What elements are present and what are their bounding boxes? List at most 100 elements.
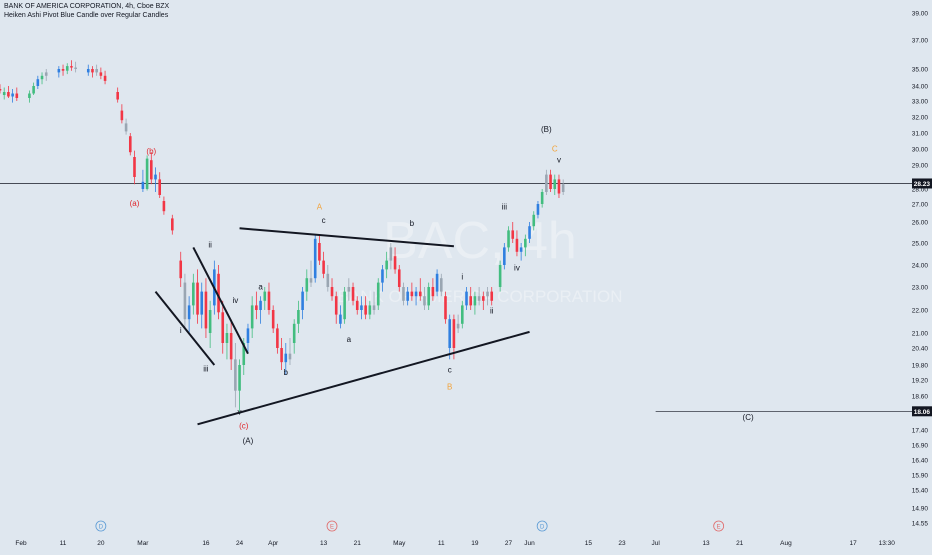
y-tick-label: 19.80 <box>912 363 929 370</box>
y-tick-label: 18.60 <box>912 394 929 401</box>
y-tick-label: 34.00 <box>912 84 929 91</box>
candle-body <box>234 359 237 391</box>
candle-body <box>490 291 494 301</box>
x-tick-label: Jul <box>651 540 660 547</box>
candle-body <box>456 323 460 329</box>
candle-body <box>461 305 464 324</box>
y-tick-label: 15.40 <box>912 488 929 495</box>
candle-body <box>545 174 548 192</box>
wave-label: iv <box>514 264 520 273</box>
candle-body <box>271 310 275 329</box>
candle-body <box>519 247 523 252</box>
x-tick-label: Jun <box>524 540 535 547</box>
candle-body <box>313 238 317 279</box>
candle-body <box>288 353 292 360</box>
y-tick-label: 22.00 <box>912 308 929 315</box>
candle-body <box>469 296 473 306</box>
candle-body <box>103 75 107 81</box>
event-marker-label: D <box>540 525 545 531</box>
x-tick-label: 13 <box>702 540 710 547</box>
candle-body <box>482 296 485 301</box>
candle-body <box>183 282 187 320</box>
y-tick-label: 21.00 <box>912 331 929 338</box>
candle-body <box>192 282 195 306</box>
candle-body <box>99 72 103 76</box>
x-tick-label: Mar <box>137 540 149 547</box>
y-tick-label: 14.90 <box>912 506 929 513</box>
candle-body <box>372 305 376 310</box>
y-tick-label: 27.00 <box>912 202 929 209</box>
candle-body <box>330 287 334 297</box>
x-tick-label: 21 <box>736 540 744 547</box>
x-tick-label: Aug <box>780 540 792 547</box>
candle-body <box>242 343 246 365</box>
candle-body <box>141 181 145 189</box>
x-tick-label: 21 <box>354 540 362 547</box>
wave-label: (B) <box>541 125 552 134</box>
candle-body <box>86 69 90 73</box>
y-tick-label: 26.00 <box>912 220 929 227</box>
candle-body <box>250 305 254 329</box>
candle-body <box>65 66 69 71</box>
candle-body <box>36 79 40 86</box>
wave-label: i <box>180 326 182 335</box>
candle-body <box>221 312 225 343</box>
x-tick-label: 20 <box>97 540 105 547</box>
candle-body <box>309 278 313 283</box>
candle-body <box>347 287 351 292</box>
candle-body <box>74 67 77 69</box>
event-marker <box>326 520 338 532</box>
candle-body <box>225 333 229 343</box>
candle-body <box>318 243 321 261</box>
candle-body <box>431 287 435 297</box>
candle-body <box>28 93 31 98</box>
y-tick-label: 30.00 <box>912 147 929 154</box>
candle-body <box>179 260 183 279</box>
event-marker <box>713 520 725 532</box>
x-tick-label: 19 <box>471 540 479 547</box>
candle-body <box>406 291 409 301</box>
candle-body <box>498 265 502 287</box>
candle-body <box>276 328 279 348</box>
y-tick-label: 32.00 <box>912 115 929 122</box>
candle-body <box>368 305 372 315</box>
y-tick-label: 29.00 <box>912 163 929 170</box>
candle-body <box>128 136 132 153</box>
y-tick-label: 39.00 <box>912 11 929 18</box>
wave-label: (b) <box>146 147 156 156</box>
candle-body <box>381 269 384 283</box>
candle-body <box>549 174 552 189</box>
event-marker <box>95 520 107 532</box>
candle-body <box>561 184 565 192</box>
candle-body <box>532 214 536 227</box>
y-tick-label: 33.00 <box>912 99 929 106</box>
candle-body <box>259 300 262 310</box>
candle-body <box>171 218 174 231</box>
candle-body <box>326 273 330 287</box>
price-line-tag <box>912 178 932 189</box>
wave-label: v <box>238 407 242 416</box>
y-tick-label: 35.00 <box>912 67 929 74</box>
x-tick-label: Feb <box>15 540 27 547</box>
candle-body <box>435 273 439 292</box>
candle-body <box>91 69 94 73</box>
candle-body <box>124 123 128 132</box>
candle-body <box>187 305 191 320</box>
candle-body <box>503 247 506 265</box>
event-marker-label: E <box>330 525 334 531</box>
candle-body <box>427 287 430 306</box>
candle-body <box>133 157 136 177</box>
x-tick-label: 11 <box>438 540 445 547</box>
candle-body <box>246 328 250 343</box>
candle-body <box>158 179 162 195</box>
candle-body <box>7 92 10 97</box>
candle-body <box>301 291 304 310</box>
candle-body <box>339 314 342 324</box>
wave-label: B <box>447 382 452 391</box>
candle-body <box>208 310 212 333</box>
y-tick-label: 37.00 <box>912 38 929 45</box>
candle-body <box>204 291 208 329</box>
